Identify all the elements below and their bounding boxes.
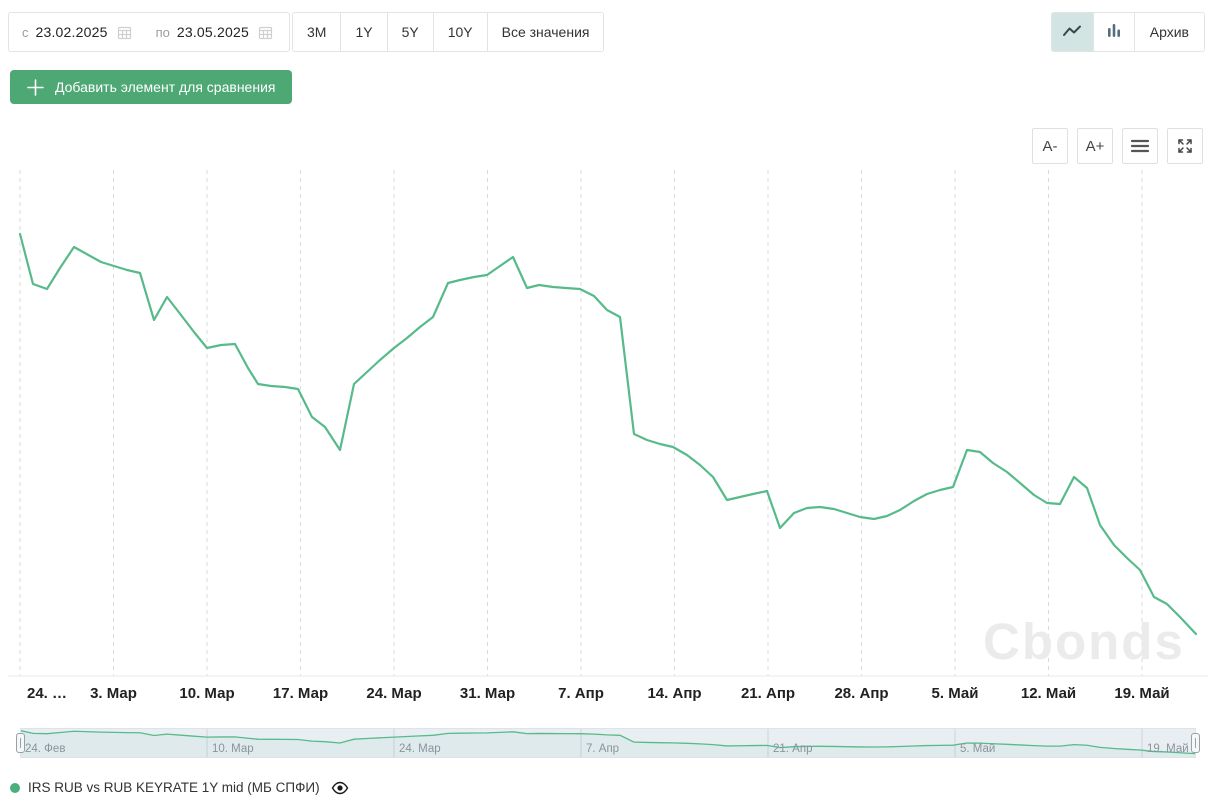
hamburger-menu-icon xyxy=(1131,139,1149,153)
period-button-all[interactable]: Все значения xyxy=(486,13,604,51)
series-legend[interactable]: IRS RUB vs RUB KEYRATE 1Y mid (МБ СПФИ) xyxy=(10,780,349,795)
series-line[interactable] xyxy=(18,232,1198,636)
fullscreen-button[interactable] xyxy=(1167,128,1203,164)
x-axis-tick-label: 7. Апр xyxy=(558,685,604,702)
line-chart-icon xyxy=(1062,24,1082,41)
date-to-input[interactable]: 23.05.2025 xyxy=(176,24,249,40)
chart-menu-button[interactable] xyxy=(1122,128,1158,164)
visibility-eye-icon[interactable] xyxy=(331,781,349,795)
chart-controls: A- A+ xyxy=(1032,128,1203,164)
navigator-series-line xyxy=(19,729,1197,755)
fullscreen-expand-icon xyxy=(1176,137,1194,155)
bar-chart-toggle-button[interactable] xyxy=(1092,13,1134,51)
date-range-box: с 23.02.2025 по 23.05.2025 xyxy=(8,12,290,52)
archive-button[interactable]: Архив xyxy=(1133,13,1204,51)
date-range-toolbar: с 23.02.2025 по 23.05.2025 3M 1 xyxy=(8,12,605,52)
cbonds-watermark: Cbonds xyxy=(983,613,1185,670)
font-increase-button[interactable]: A+ xyxy=(1077,128,1113,164)
date-from-label: с xyxy=(22,24,29,40)
x-axis-tick-label: 14. Апр xyxy=(647,685,702,702)
calendar-icon[interactable] xyxy=(258,25,273,40)
line-chart-toggle-button[interactable] xyxy=(1051,13,1093,51)
navigator-area-fill xyxy=(20,730,1196,757)
add-comparison-label: Добавить элемент для сравнения xyxy=(55,79,276,95)
navigator-range-selector[interactable]: 24. Фев 10. Мар 24. Мар 7. Апр 21. Апр 5. Май… xyxy=(16,728,1200,758)
navigator-left-handle[interactable] xyxy=(16,733,25,753)
font-decrease-button[interactable]: A- xyxy=(1032,128,1068,164)
navigator-mini-chart xyxy=(19,729,1197,757)
bar-chart-icon xyxy=(1107,23,1121,41)
x-axis-tick-label: 5. Май xyxy=(931,685,979,702)
x-axis-tick-label: 31. Мар xyxy=(459,685,516,702)
period-button-group: 3M 1Y 5Y 10Y Все значения xyxy=(292,12,605,52)
x-axis-tick-label: 28. Апр xyxy=(834,685,889,702)
chart-type-toolbar: Архив xyxy=(1050,12,1205,52)
period-button-1y[interactable]: 1Y xyxy=(340,13,387,51)
date-to-label: по xyxy=(155,24,170,40)
navigator-right-handle[interactable] xyxy=(1191,733,1200,753)
date-from-input[interactable]: 23.02.2025 xyxy=(35,24,108,40)
x-axis-tick-label: 17. Мар xyxy=(272,685,329,702)
x-axis-tick-label: 24. … xyxy=(27,685,68,702)
series-color-dot xyxy=(10,782,20,793)
x-axis-tick-label: 3. Мар xyxy=(90,685,137,702)
x-axis-tick-label: 21. Апр xyxy=(740,685,796,702)
period-button-3m[interactable]: 3M xyxy=(293,13,341,51)
series-name-label: IRS RUB vs RUB KEYRATE 1Y mid (МБ СПФИ) xyxy=(28,780,320,795)
period-button-5y[interactable]: 5Y xyxy=(386,13,433,51)
period-button-10y[interactable]: 10Y xyxy=(432,13,487,51)
x-axis-tick-label: 24. Мар xyxy=(366,685,422,702)
x-axis-tick-label: 19. Май xyxy=(1114,685,1170,702)
plus-icon xyxy=(27,78,44,96)
x-axis-tick-label: 10. Мар xyxy=(179,685,235,702)
add-comparison-button[interactable]: Добавить элемент для сравнения xyxy=(10,70,293,104)
x-axis-tick-label: 12. Май xyxy=(1020,685,1077,702)
calendar-icon[interactable] xyxy=(117,25,132,40)
